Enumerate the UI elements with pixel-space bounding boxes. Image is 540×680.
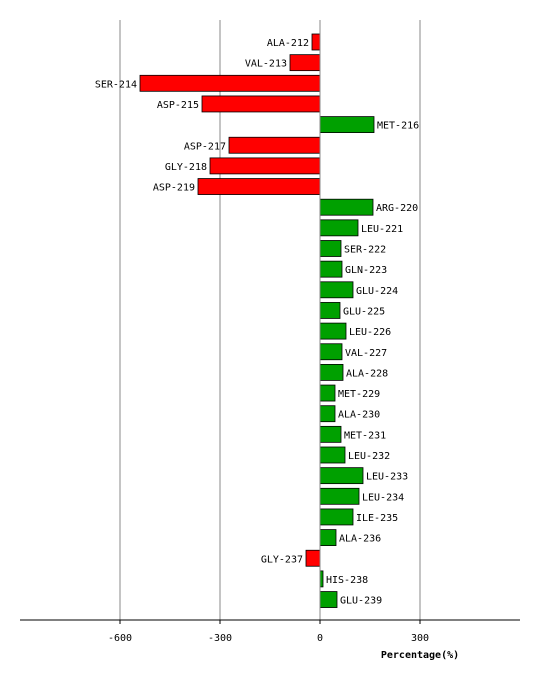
bar-label-glu-224: GLU-224 — [356, 286, 398, 297]
bar-gln-223 — [319, 260, 343, 278]
bar-label-gln-223: GLN-223 — [345, 265, 387, 276]
bar-ser-222 — [319, 240, 342, 257]
bar-gly-237 — [305, 549, 321, 567]
bar-ser-214 — [139, 74, 321, 92]
bar-met-231 — [319, 425, 342, 443]
x-tick-label-2: 0 — [317, 633, 323, 644]
bar-label-leu-233: LEU-233 — [366, 472, 408, 483]
bar-label-ser-214: SER-214 — [95, 79, 137, 90]
bar-glu-239 — [319, 591, 338, 608]
bar-ile-235 — [319, 508, 354, 526]
bar-arg-220 — [319, 198, 374, 216]
bar-label-glu-225: GLU-225 — [343, 306, 385, 317]
bar-glu-224 — [319, 281, 354, 299]
bar-label-ala-236: ALA-236 — [339, 534, 381, 545]
bar-ala-236 — [319, 529, 337, 546]
bar-ala-230 — [319, 405, 336, 423]
bar-label-met-229: MET-229 — [338, 389, 380, 400]
bar-glu-225 — [319, 302, 341, 319]
bar-leu-234 — [319, 487, 360, 505]
bar-met-216 — [319, 116, 375, 133]
bar-label-glu-239: GLU-239 — [340, 596, 382, 607]
bar-label-leu-234: LEU-234 — [362, 492, 404, 503]
bar-label-asp-215: ASP-215 — [157, 100, 199, 111]
bar-label-leu-226: LEU-226 — [349, 327, 391, 338]
bar-label-met-216: MET-216 — [377, 121, 419, 132]
bar-leu-226 — [319, 322, 347, 340]
x-tick-label-1: -300 — [208, 633, 232, 644]
bar-leu-221 — [319, 219, 359, 237]
bar-label-gly-218: GLY-218 — [165, 162, 207, 173]
bar-label-asp-219: ASP-219 — [153, 183, 195, 194]
bar-label-ser-222: SER-222 — [344, 245, 386, 256]
bar-ala-228 — [319, 363, 344, 381]
bar-label-asp-217: ASP-217 — [184, 141, 226, 152]
bar-label-val-227: VAL-227 — [345, 348, 387, 359]
bar-asp-215 — [201, 95, 321, 113]
bar-met-229 — [319, 384, 336, 402]
bar-ala-212 — [311, 33, 321, 51]
bar-label-leu-221: LEU-221 — [361, 224, 403, 235]
bar-asp-219 — [197, 178, 321, 195]
bars: ALA-212 VAL-213 SER-214 ASP-215 MET-216 ASP-2… — [95, 33, 419, 608]
bar-asp-217 — [228, 136, 321, 154]
bar-label-ile-235: ILE-235 — [356, 513, 398, 524]
x-tick-label-3: 300 — [411, 633, 429, 644]
bar-label-val-213: VAL-213 — [245, 59, 287, 70]
bar-label-met-231: MET-231 — [344, 430, 386, 441]
bar-label-gly-237: GLY-237 — [261, 554, 303, 565]
bar-gly-218 — [209, 157, 321, 175]
bar-label-leu-232: LEU-232 — [348, 451, 390, 462]
bar-leu-233 — [319, 467, 364, 485]
bar-label-ala-228: ALA-228 — [346, 368, 388, 379]
bar-val-227 — [319, 343, 343, 361]
bar-label-arg-220: ARG-220 — [376, 203, 418, 214]
bar-label-ala-212: ALA-212 — [267, 38, 309, 49]
x-tick-label-0: -600 — [108, 633, 132, 644]
bar-label-his-238: HIS-238 — [326, 575, 368, 586]
x-axis: -600 -300 0 300 — [20, 20, 520, 644]
bar-leu-232 — [319, 446, 346, 464]
bar-val-213 — [289, 54, 321, 72]
x-axis-title: Percentage(%) — [381, 650, 459, 661]
bar-label-ala-230: ALA-230 — [338, 410, 380, 421]
